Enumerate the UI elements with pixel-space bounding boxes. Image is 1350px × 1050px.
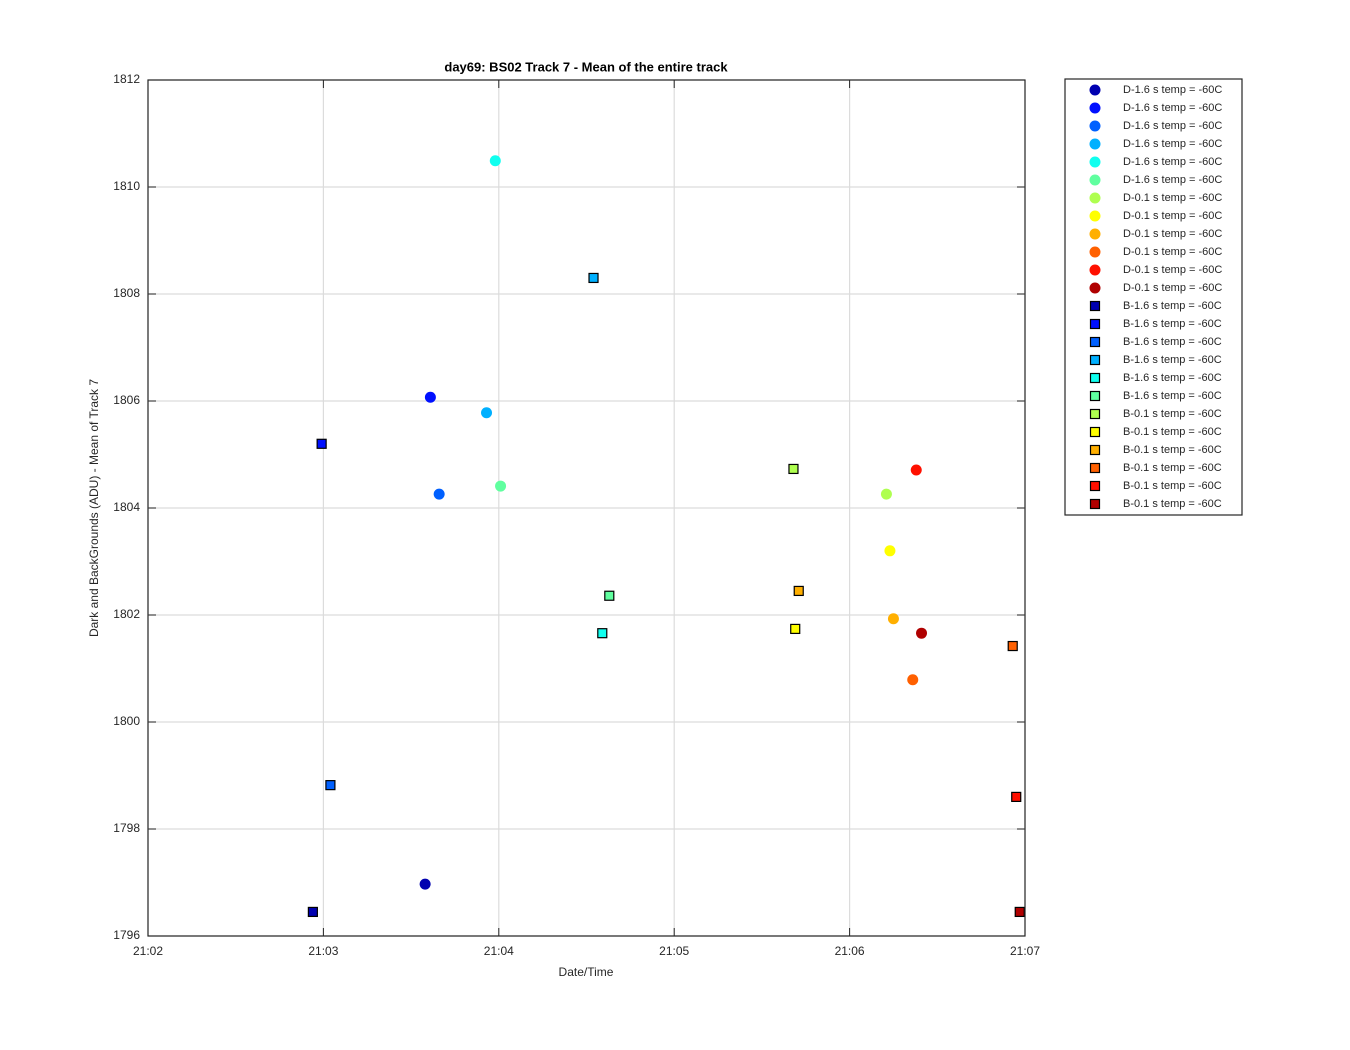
legend-label: B-1.6 s temp = -60C	[1123, 354, 1222, 366]
point	[790, 623, 801, 635]
legend-marker	[1089, 372, 1101, 384]
legend-marker	[1089, 318, 1101, 330]
legend-box	[1064, 78, 1243, 516]
x-axis-label: Date/Time	[559, 965, 614, 979]
legend-label: B-0.1 s temp = -60C	[1123, 480, 1222, 492]
y-tick-label: 1800	[113, 714, 140, 728]
legend-label: D-1.6 s temp = -60C	[1123, 120, 1222, 132]
legend-marker	[1089, 444, 1101, 456]
legend-marker	[1089, 156, 1101, 168]
x-tick-label: 21:04	[484, 944, 514, 958]
axes-box	[147, 79, 1026, 937]
legend-marker	[1089, 210, 1101, 222]
legend-marker	[1089, 84, 1101, 96]
legend-label: D-1.6 s temp = -60C	[1123, 102, 1222, 114]
legend-marker	[1089, 408, 1101, 420]
legend-label: B-0.1 s temp = -60C	[1123, 408, 1222, 420]
legend-marker	[1089, 498, 1101, 510]
point	[604, 590, 615, 601]
legend-marker	[1089, 264, 1101, 276]
point	[433, 488, 445, 500]
legend-label: D-0.1 s temp = -60C	[1123, 264, 1222, 276]
legend-label: D-1.6 s temp = -60C	[1123, 174, 1222, 186]
point	[588, 272, 599, 284]
legend-label: B-0.1 s temp = -60C	[1123, 498, 1222, 510]
point	[1014, 906, 1025, 918]
y-tick-label: 1796	[113, 928, 140, 942]
point	[489, 155, 501, 167]
legend-label: B-1.6 s temp = -60C	[1123, 300, 1222, 312]
x-tick-label: 21:05	[659, 944, 689, 958]
point	[1007, 640, 1018, 652]
legend-label: D-0.1 s temp = -60C	[1123, 210, 1222, 222]
legend-label: D-0.1 s temp = -60C	[1123, 192, 1222, 204]
legend-label: D-1.6 s temp = -60C	[1123, 156, 1222, 168]
legend-marker	[1089, 102, 1101, 114]
y-tick-label: 1812	[113, 72, 140, 86]
point	[316, 438, 327, 449]
point	[793, 585, 804, 597]
legend-marker	[1089, 120, 1101, 132]
y-axis-label: Dark and BackGrounds (ADU) - Mean of Tra…	[87, 379, 101, 637]
legend-label: D-0.1 s temp = -60C	[1123, 228, 1222, 240]
legend-label: B-1.6 s temp = -60C	[1123, 318, 1222, 330]
legend-marker	[1089, 480, 1101, 492]
legend-marker	[1089, 462, 1101, 474]
legend-marker	[1089, 138, 1101, 150]
grid: 1796 1798 1800 1802 1804 1806 1808 1810 1812 21:0…	[113, 72, 1040, 958]
chart-title: day69: BS02 Track 7 - Mean of the entire…	[444, 59, 728, 74]
point	[910, 464, 922, 476]
legend-label: B-0.1 s temp = -60C	[1123, 426, 1222, 438]
legend-label: B-1.6 s temp = -60C	[1123, 390, 1222, 402]
legend-label: D-0.1 s temp = -60C	[1123, 282, 1222, 294]
legend-marker	[1089, 174, 1101, 186]
legend-marker	[1089, 354, 1101, 366]
legend-marker	[1089, 426, 1101, 438]
legend-label: D-1.6 s temp = -60C	[1123, 138, 1222, 150]
legend-label: D-0.1 s temp = -60C	[1123, 246, 1222, 258]
point	[325, 780, 336, 791]
point	[481, 407, 493, 419]
legend-marker	[1089, 336, 1101, 348]
x-tick-label: 21:02	[133, 944, 163, 958]
point	[307, 906, 318, 918]
point	[788, 463, 799, 475]
point	[884, 545, 896, 557]
legend-marker	[1089, 300, 1101, 312]
legend-label: B-1.6 s temp = -60C	[1123, 372, 1222, 384]
point	[424, 391, 436, 403]
point	[419, 878, 431, 890]
legend: D-1.6 s temp = -60C D-1.6 s temp = -60C D-…	[1089, 84, 1222, 510]
legend-marker	[1089, 390, 1101, 402]
point	[916, 627, 928, 639]
marks	[307, 155, 1025, 918]
x-tick-label: 21:06	[835, 944, 865, 958]
point	[887, 613, 899, 625]
point	[495, 480, 507, 492]
x-tick-label: 21:03	[308, 944, 338, 958]
x-tick-label: 21:07	[1010, 944, 1040, 958]
legend-label: B-0.1 s temp = -60C	[1123, 444, 1222, 456]
y-tick-label: 1806	[113, 393, 140, 407]
y-tick-label: 1802	[113, 607, 140, 621]
legend-marker	[1089, 228, 1101, 240]
legend-label: B-0.1 s temp = -60C	[1123, 462, 1222, 474]
point	[880, 488, 892, 500]
legend-label: B-1.6 s temp = -60C	[1123, 336, 1222, 348]
y-tick-label: 1798	[113, 821, 140, 835]
legend-marker	[1089, 192, 1101, 204]
legend-marker	[1089, 246, 1101, 258]
legend-label: D-1.6 s temp = -60C	[1123, 84, 1222, 96]
point	[907, 674, 919, 686]
point	[597, 628, 608, 639]
y-tick-label: 1810	[113, 179, 140, 193]
y-tick-label: 1804	[113, 500, 140, 514]
y-tick-label: 1808	[113, 286, 140, 300]
legend-marker	[1089, 282, 1101, 294]
point	[1011, 791, 1022, 803]
